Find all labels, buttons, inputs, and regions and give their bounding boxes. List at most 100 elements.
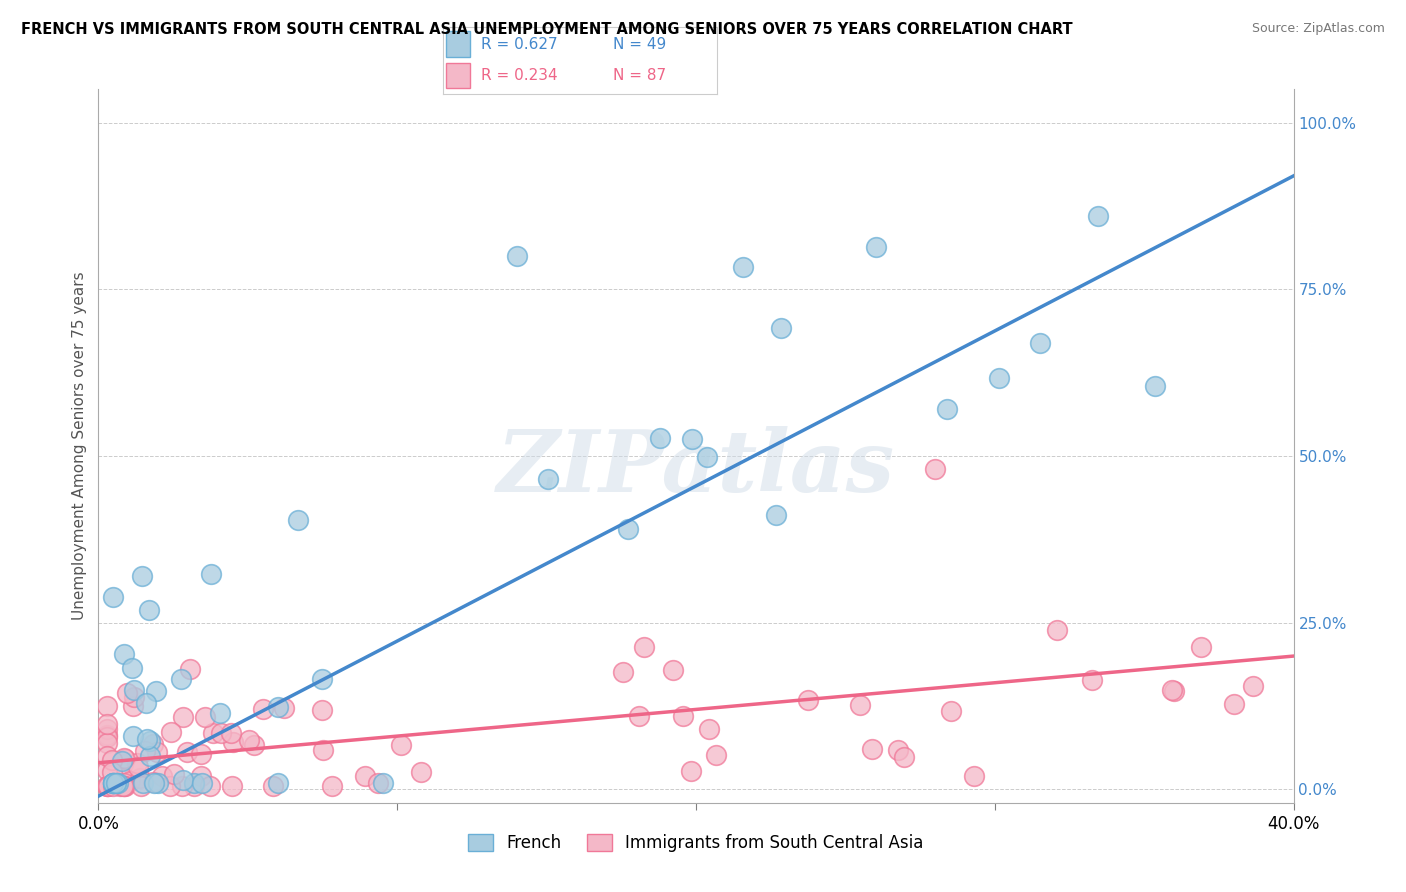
Point <box>617 522 640 536</box>
Point <box>110 779 132 793</box>
Point <box>142 776 165 790</box>
Point <box>865 239 887 253</box>
Point <box>105 776 128 790</box>
Point <box>129 779 152 793</box>
Point <box>101 764 124 779</box>
Point <box>1087 209 1109 223</box>
Point <box>924 462 946 476</box>
Point <box>112 776 135 790</box>
Point <box>731 260 754 274</box>
Point <box>354 769 377 783</box>
Point <box>112 779 135 793</box>
Point <box>121 661 143 675</box>
Point <box>219 726 242 740</box>
Point <box>122 690 145 704</box>
Point <box>311 672 333 686</box>
Point <box>373 776 395 790</box>
Point <box>887 743 910 757</box>
Point <box>96 728 118 742</box>
Point <box>1161 682 1184 697</box>
Point <box>142 775 165 789</box>
Point <box>96 779 118 793</box>
Text: N = 49: N = 49 <box>613 37 666 52</box>
Point <box>120 774 142 789</box>
Text: N = 87: N = 87 <box>613 68 666 83</box>
Point <box>96 730 118 744</box>
Point <box>238 733 260 747</box>
Point <box>893 750 915 764</box>
Point <box>142 737 165 751</box>
Point <box>111 754 134 768</box>
Point <box>103 776 125 790</box>
Point <box>681 764 703 778</box>
Point <box>1144 378 1167 392</box>
FancyBboxPatch shape <box>446 62 470 88</box>
Point <box>103 776 125 790</box>
Point <box>134 744 156 758</box>
Point <box>122 683 145 698</box>
Point <box>243 738 266 752</box>
Point <box>163 767 186 781</box>
Point <box>170 779 193 793</box>
Point <box>939 705 962 719</box>
Text: R = 0.234: R = 0.234 <box>481 68 558 83</box>
Point <box>849 698 872 713</box>
Point <box>1241 679 1264 693</box>
Point <box>172 710 194 724</box>
Point <box>172 773 194 788</box>
Point <box>145 684 167 698</box>
Point <box>321 779 343 793</box>
Point <box>183 776 205 790</box>
Point <box>211 726 233 740</box>
Point <box>139 734 162 748</box>
Point <box>131 569 153 583</box>
Point <box>1223 697 1246 711</box>
Point <box>311 703 333 717</box>
Point <box>860 741 883 756</box>
Point <box>704 748 727 763</box>
Point <box>160 725 183 739</box>
Point <box>672 708 695 723</box>
Point <box>1081 673 1104 688</box>
Y-axis label: Unemployment Among Seniors over 75 years: Unemployment Among Seniors over 75 years <box>72 272 87 620</box>
Point <box>107 776 129 790</box>
Point <box>697 722 720 736</box>
Point <box>194 710 217 724</box>
Point <box>273 701 295 715</box>
Point <box>200 567 222 582</box>
Point <box>104 776 127 790</box>
Point <box>252 701 274 715</box>
Point <box>179 662 201 676</box>
Point <box>125 756 148 770</box>
Point <box>765 508 787 523</box>
Point <box>114 752 136 766</box>
Text: FRENCH VS IMMIGRANTS FROM SOUTH CENTRAL ASIA UNEMPLOYMENT AMONG SENIORS OVER 75 : FRENCH VS IMMIGRANTS FROM SOUTH CENTRAL … <box>21 22 1073 37</box>
Point <box>222 735 245 749</box>
Point <box>150 769 173 783</box>
Point <box>103 776 125 790</box>
Point <box>96 699 118 714</box>
Point <box>96 763 118 777</box>
Point <box>122 698 145 713</box>
Point <box>138 603 160 617</box>
Point <box>96 716 118 731</box>
Point <box>209 706 232 720</box>
Point <box>267 700 290 714</box>
Point <box>682 432 704 446</box>
Point <box>797 692 820 706</box>
Point <box>190 769 212 783</box>
Point <box>1189 640 1212 655</box>
Point <box>127 759 149 773</box>
Point <box>170 673 193 687</box>
Point <box>962 769 984 783</box>
Point <box>628 709 651 723</box>
Point <box>132 776 155 790</box>
Point <box>367 776 389 790</box>
Point <box>612 665 634 680</box>
Point <box>266 776 288 790</box>
Point <box>111 779 134 793</box>
Text: Source: ZipAtlas.com: Source: ZipAtlas.com <box>1251 22 1385 36</box>
Point <box>661 663 683 677</box>
Point <box>96 736 118 750</box>
Point <box>1046 623 1069 637</box>
